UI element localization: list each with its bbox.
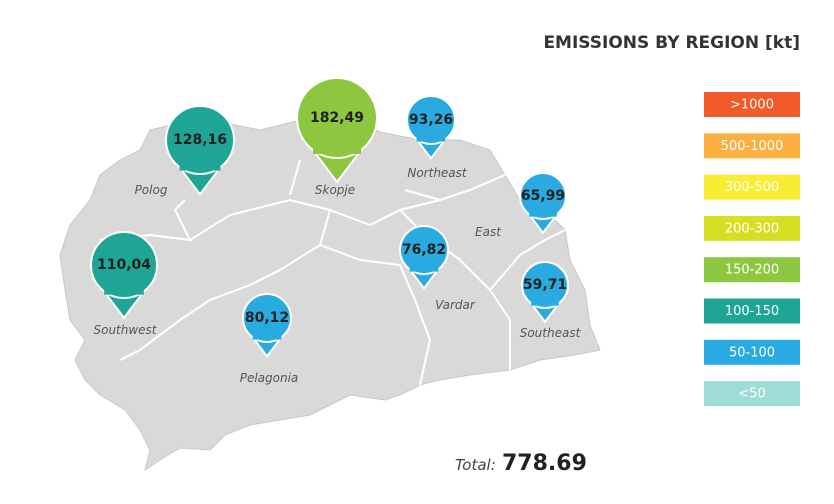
legend-swatch: [704, 339, 800, 365]
pin-value: 65,99: [521, 188, 565, 204]
legend-label: 150-200: [725, 263, 779, 278]
legend-label: <50: [738, 387, 765, 402]
total-value: 778.69: [502, 451, 587, 476]
legend-label: 100-150: [725, 304, 779, 319]
pin: 76,82: [399, 225, 449, 291]
pin: 110,04: [90, 231, 158, 320]
legend-label: >1000: [730, 98, 774, 113]
region-name: Polog: [135, 183, 168, 197]
map: [59, 109, 601, 472]
legend-swatch: [704, 92, 800, 117]
legend-swatch: [704, 381, 800, 407]
region-name: Southwest: [93, 323, 157, 337]
pin: 93,26: [406, 95, 456, 161]
pin: 59,71: [521, 261, 569, 324]
pin-value: 76,82: [402, 242, 446, 258]
pin-join: [313, 138, 361, 154]
country-shape: [59, 109, 601, 472]
legend-swatch: [704, 133, 800, 159]
region-name: East: [475, 225, 502, 239]
region-name: Pelagonia: [240, 371, 299, 385]
region-name: Northeast: [407, 166, 468, 180]
region-name: Southeast: [520, 326, 582, 340]
legend: >1000 500-1000 300-500 200-300 150-200 100-15…: [704, 92, 800, 407]
legend-label: 200-300: [725, 221, 779, 236]
legend-swatch: [704, 257, 800, 283]
pin-join: [104, 281, 144, 295]
pin-join: [416, 132, 446, 142]
legend-swatch: [704, 215, 800, 241]
pin-join: [409, 262, 439, 272]
pin: 65,99: [519, 172, 567, 235]
pin-value: 110,04: [97, 257, 151, 273]
pin-value: 59,71: [523, 277, 567, 293]
pin-join: [179, 157, 221, 171]
legend-swatch: [704, 174, 800, 200]
legend-swatch: [704, 298, 800, 324]
title: EMISSIONS BY REGION [kt]: [543, 33, 800, 53]
pin-join: [252, 330, 282, 340]
region-name: Skopje: [315, 183, 355, 197]
pin-value: 182,49: [310, 110, 364, 126]
pin: 80,12: [242, 293, 292, 359]
pin: 182,49: [296, 77, 378, 184]
legend-label: 500-1000: [721, 139, 784, 154]
legend-label: 300-500: [725, 180, 779, 195]
total-label: Total:: [455, 456, 496, 474]
pin: 128,16: [165, 105, 235, 197]
legend-label: 50-100: [729, 345, 775, 360]
pin-value: 128,16: [173, 132, 227, 148]
pin-value: 93,26: [409, 112, 453, 128]
pin-join: [529, 207, 557, 217]
pin-join: [531, 296, 559, 306]
pin-value: 80,12: [245, 310, 289, 326]
region-name: Vardar: [435, 298, 476, 312]
